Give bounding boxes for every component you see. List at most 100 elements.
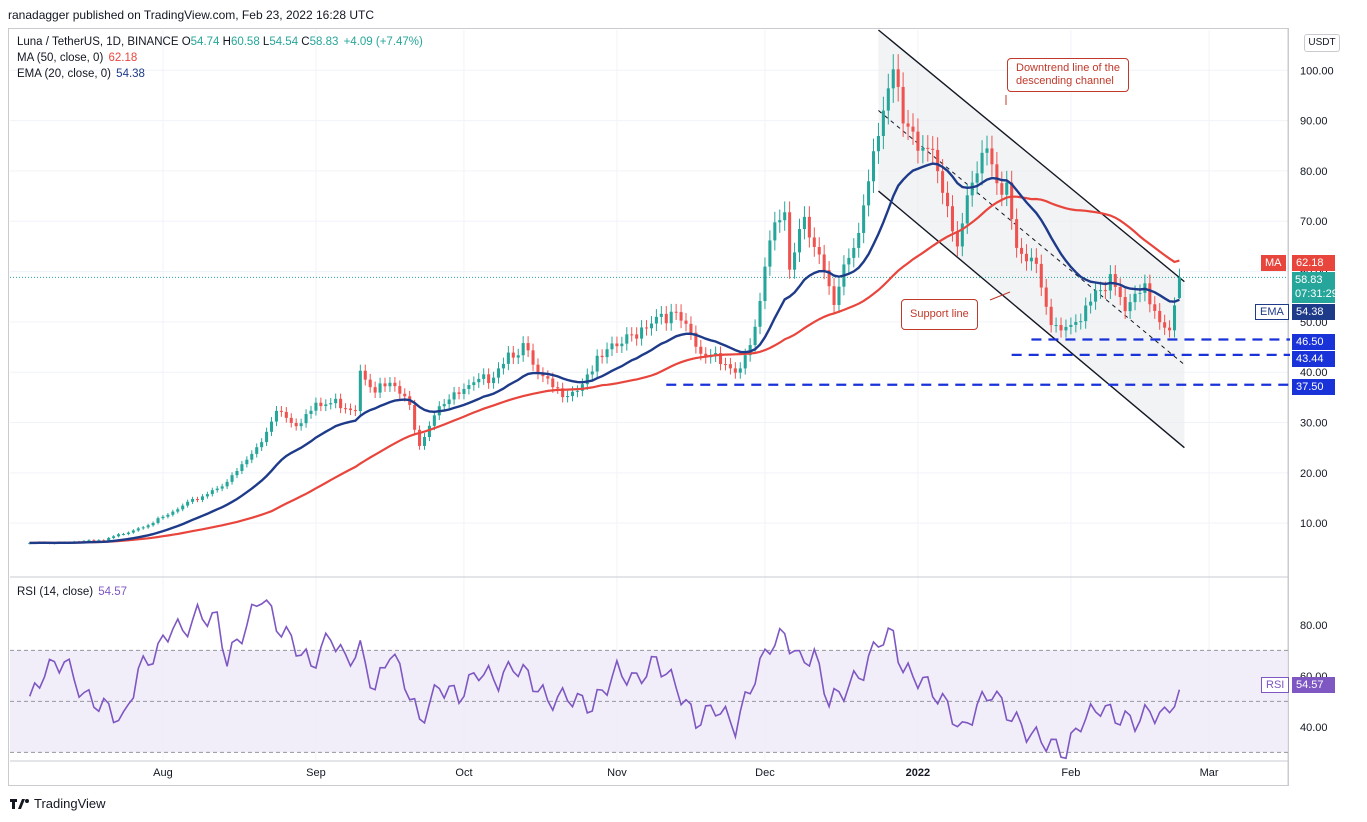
candle-body bbox=[186, 501, 190, 506]
candle-body bbox=[136, 528, 140, 531]
candle-body bbox=[1098, 290, 1103, 292]
candle-body bbox=[733, 368, 737, 373]
candle-body bbox=[659, 313, 663, 317]
rsi-tag-name: RSI bbox=[1261, 677, 1290, 693]
candle-body bbox=[561, 388, 565, 398]
rsi-tag-value: 54.57 bbox=[1292, 677, 1335, 693]
ohlc-key-l: L bbox=[259, 36, 270, 48]
candle-body bbox=[87, 540, 91, 542]
candle-body bbox=[92, 540, 96, 542]
candle-body bbox=[640, 327, 644, 339]
candle-body bbox=[511, 352, 515, 358]
candle-body bbox=[255, 447, 259, 454]
candle-body bbox=[151, 522, 155, 526]
candle-body bbox=[215, 488, 219, 491]
rsi-line bbox=[28, 598, 1181, 760]
candle-body bbox=[195, 499, 200, 501]
y-tick-label: 40.00 bbox=[1300, 367, 1328, 379]
candle-body bbox=[413, 404, 417, 430]
candle-body bbox=[778, 220, 782, 223]
candle-body bbox=[610, 343, 614, 350]
candle-body bbox=[955, 231, 959, 247]
candle-body bbox=[936, 149, 940, 172]
candle-body bbox=[753, 326, 757, 346]
last-price-value: 58.83 bbox=[1295, 274, 1323, 286]
rsi-tick-label: 40.00 bbox=[1300, 722, 1328, 734]
support-line bbox=[877, 190, 1185, 449]
candle-body bbox=[945, 192, 950, 207]
candle-body bbox=[768, 240, 772, 267]
downtrend-annotation-line-1: Downtrend line of the bbox=[1016, 62, 1120, 74]
candle-body bbox=[269, 421, 274, 432]
candle-body bbox=[1113, 274, 1117, 287]
candle-body bbox=[1010, 182, 1014, 220]
candle-body bbox=[309, 410, 313, 415]
rsi-legend-value: 54.57 bbox=[98, 586, 128, 598]
candle-body bbox=[600, 355, 604, 358]
candle-body bbox=[654, 316, 658, 324]
candle-body bbox=[1089, 301, 1093, 306]
channel-midline bbox=[878, 110, 1185, 366]
candle-body bbox=[876, 136, 880, 152]
candle-body bbox=[1069, 324, 1073, 327]
candle-body bbox=[847, 257, 851, 265]
candle-body bbox=[985, 148, 989, 153]
candle-body bbox=[126, 532, 130, 535]
candle-body bbox=[788, 212, 792, 270]
candle-body bbox=[516, 355, 520, 358]
candle-body bbox=[1118, 286, 1122, 298]
candle-body bbox=[1034, 257, 1038, 264]
candle-body bbox=[348, 408, 353, 411]
candle-body bbox=[615, 343, 619, 347]
candle-body bbox=[1074, 321, 1078, 325]
candle-body bbox=[546, 376, 550, 379]
ma-label: MA (50, close, 0) bbox=[17, 52, 104, 64]
candle-body bbox=[383, 383, 387, 387]
price-grid: 10.0020.0030.0040.0050.0060.0070.0080.00… bbox=[10, 30, 1334, 779]
ema-label: EMA (20, close, 0) bbox=[17, 68, 111, 80]
candle-body bbox=[980, 152, 984, 174]
candle-body bbox=[250, 453, 254, 460]
candle-body bbox=[1044, 287, 1048, 307]
y-tick-label: 80.00 bbox=[1300, 166, 1328, 178]
candle-body bbox=[393, 382, 397, 387]
ma-tag-value: 62.18 bbox=[1292, 255, 1335, 271]
candle-body bbox=[363, 370, 367, 380]
candle-body bbox=[1005, 182, 1009, 195]
candle-body bbox=[812, 237, 816, 247]
candle-body bbox=[773, 222, 777, 241]
y-tick-label: 90.00 bbox=[1300, 116, 1328, 128]
ohlc-key-h: H bbox=[219, 36, 231, 48]
candle-body bbox=[418, 429, 422, 446]
x-tick-label: Sep bbox=[306, 767, 326, 779]
candle-body bbox=[797, 229, 802, 253]
ema20-line bbox=[29, 162, 1180, 545]
ohlc-values: O54.74 H60.58 L54.54 C58.83 bbox=[182, 36, 339, 48]
candle-body bbox=[339, 398, 343, 409]
candle-body bbox=[620, 343, 624, 347]
candle-body bbox=[575, 390, 579, 392]
candle-body bbox=[1148, 283, 1152, 305]
candle-body bbox=[630, 334, 634, 336]
rsi-label: RSI (14, close) bbox=[17, 586, 94, 598]
candle-body bbox=[457, 392, 461, 394]
x-tick-label: Feb bbox=[1061, 767, 1080, 779]
candle-body bbox=[807, 216, 811, 238]
candle-body bbox=[1153, 304, 1157, 311]
x-tick-label: Nov bbox=[607, 767, 627, 779]
candle-body bbox=[536, 364, 540, 374]
candle-body bbox=[274, 410, 278, 422]
ohlc-value-o: 54.74 bbox=[190, 36, 220, 48]
symbol-label: Luna / TetherUS, 1D, BINANCE bbox=[17, 36, 179, 48]
candle-body bbox=[1103, 290, 1107, 292]
currency-button[interactable]: USDT bbox=[1304, 34, 1340, 52]
candle-body bbox=[191, 499, 195, 502]
candle-body bbox=[748, 345, 752, 356]
candle-body bbox=[403, 393, 407, 397]
y-tick-label: 20.00 bbox=[1300, 468, 1328, 480]
candle-body bbox=[210, 490, 214, 495]
candle-body bbox=[284, 411, 288, 418]
level-tag-46: 46.50 bbox=[1292, 334, 1335, 350]
candle-body bbox=[689, 323, 693, 333]
